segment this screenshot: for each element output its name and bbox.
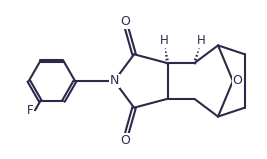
Text: N: N [109, 74, 119, 87]
Text: H: H [197, 34, 205, 47]
Text: H: H [160, 34, 169, 47]
Text: O: O [121, 134, 130, 147]
Text: F: F [27, 104, 34, 117]
Text: O: O [121, 15, 130, 28]
Text: O: O [232, 74, 242, 87]
